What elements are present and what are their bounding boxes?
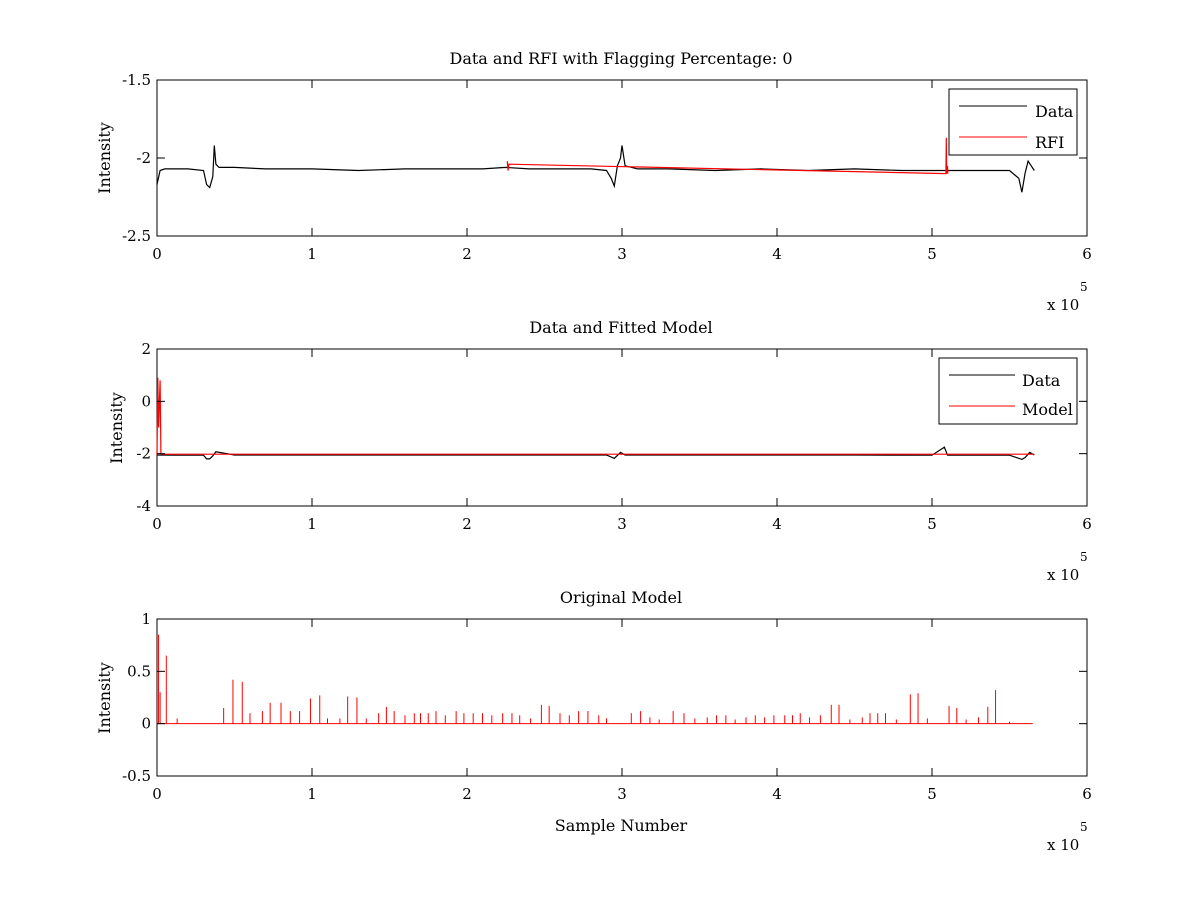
subplot-original-model: Original Model 0 1 2 3 4 5 6-0.500.51 Intensit… <box>95 588 1092 854</box>
y-tick-label: -4 <box>136 497 151 515</box>
x-axis-label: Sample Number <box>555 816 688 835</box>
y-axis-label: Intensity <box>95 662 114 734</box>
y-tick-label: -1.5 <box>122 71 151 89</box>
x-axis-multiplier: x 10 <box>1047 836 1079 854</box>
x-tick-label: 3 <box>617 785 627 803</box>
y-tick-label: -0.5 <box>122 767 151 785</box>
chart-title: Original Model <box>560 588 682 607</box>
legend-label-rfi: RFI <box>1035 133 1064 152</box>
legend-label-data: Data <box>1035 102 1074 121</box>
x-tick-label: 6 <box>1082 515 1092 533</box>
y-tick-label: -2 <box>136 149 151 167</box>
plot-area <box>156 79 1088 237</box>
chart-title: Data and RFI with Flagging Percentage: 0 <box>449 49 792 68</box>
y-tick-label: 0.5 <box>127 662 151 680</box>
x-tick-label: 6 <box>1082 245 1092 263</box>
y-tick-label: 1 <box>141 610 151 628</box>
x-tick-label: 4 <box>772 245 782 263</box>
y-tick-label: 0 <box>141 715 151 733</box>
subplot-data-and-fitted-model: Data and Fitted Model 0 1 2 3 4 5 6 -4 -2 0 2 Inte… <box>107 318 1092 584</box>
x-tick-label: 2 <box>462 785 472 803</box>
x-tick-label: 6 <box>1082 785 1092 803</box>
legend-label-data: Data <box>1022 371 1061 390</box>
x-tick-label: 0 <box>152 245 162 263</box>
y-axis-label: Intensity <box>107 392 126 464</box>
series-line-model <box>156 377 1035 456</box>
x-tick-label: 1 <box>307 245 317 263</box>
subplot-data-and-rfi: Data and RFI with Flagging Percentage: 0… <box>95 49 1092 314</box>
plot-area <box>156 348 1088 507</box>
x-tick-label: 2 <box>462 515 472 533</box>
series-line-rfi <box>506 137 949 175</box>
y-tick-label: -2 <box>136 445 151 463</box>
x-tick-label: 4 <box>772 515 782 533</box>
x-axis-multiplier: x 10 <box>1047 296 1079 314</box>
plot-area <box>156 618 1088 777</box>
x-tick-label: 0 <box>152 515 162 533</box>
x-tick-label: 5 <box>927 245 937 263</box>
x-tick-label: 2 <box>462 245 472 263</box>
legend: Data Model <box>938 357 1078 425</box>
y-axis-label: Intensity <box>95 122 114 194</box>
y-tick-label: -2.5 <box>122 227 151 245</box>
x-axis-multiplier-exponent: 5 <box>1080 820 1088 834</box>
x-axis-multiplier-exponent: 5 <box>1080 280 1088 294</box>
chart-title: Data and Fitted Model <box>529 318 712 337</box>
x-tick-label: 3 <box>617 515 627 533</box>
x-axis-multiplier: x 10 <box>1047 566 1079 584</box>
legend-label-model: Model <box>1022 400 1073 419</box>
x-tick-label: 0 <box>152 785 162 803</box>
x-tick-label: 5 <box>927 515 937 533</box>
x-axis-multiplier-exponent: 5 <box>1080 550 1088 564</box>
series-line-data <box>156 145 1035 193</box>
x-tick-label: 1 <box>307 785 317 803</box>
x-tick-label: 4 <box>772 785 782 803</box>
series-line-data <box>156 446 1035 461</box>
x-tick-label: 1 <box>307 515 317 533</box>
x-tick-label: 5 <box>927 785 937 803</box>
x-tick-label: 3 <box>617 245 627 263</box>
y-tick-label: 2 <box>141 340 151 358</box>
legend: Data RFI <box>948 88 1078 156</box>
y-tick-label: 0 <box>141 392 151 410</box>
